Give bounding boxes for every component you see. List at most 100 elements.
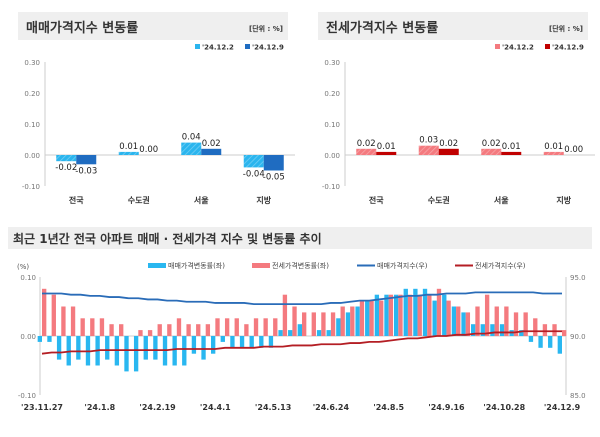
y-tick-label: 0.00 <box>324 152 340 160</box>
bar <box>446 300 451 336</box>
bar <box>340 306 345 336</box>
data-label: 0.01 <box>119 142 138 152</box>
index-line <box>42 291 562 306</box>
bar <box>201 148 222 155</box>
category-label: 전국 <box>69 195 84 205</box>
bar <box>513 312 519 336</box>
bar <box>330 312 336 336</box>
index-line <box>41 330 562 355</box>
unit-label: [단위 : %] <box>249 24 283 33</box>
data-label: 0.00 <box>139 145 158 155</box>
bar <box>321 312 326 336</box>
bar <box>234 318 239 336</box>
bar <box>51 294 56 336</box>
legend-label: 전세가격지수(우) <box>475 261 526 270</box>
y-tick-label: 0.20 <box>24 90 40 98</box>
chart-title: 전세가격지수 변동률 <box>326 20 438 36</box>
bar <box>379 300 384 336</box>
bar <box>205 324 211 336</box>
x-tick-label: '24.9.16 <box>428 403 465 412</box>
y-tick-label: -0.10 <box>22 183 40 191</box>
bar <box>224 318 230 336</box>
bar <box>413 288 418 336</box>
bar-hatch <box>118 151 139 155</box>
bar <box>326 330 331 336</box>
data-label: 0.01 <box>377 142 396 152</box>
y-tick-label: 0.10 <box>324 121 340 129</box>
x-tick-label: '24.1.8 <box>84 403 115 412</box>
bar <box>297 324 302 336</box>
bar <box>138 330 143 336</box>
bar <box>365 300 370 336</box>
bar <box>211 336 216 354</box>
data-label: 0.04 <box>182 133 201 143</box>
bar <box>273 318 278 336</box>
x-tick-label: '24.5.13 <box>255 403 291 412</box>
bar <box>76 155 97 165</box>
legend-label: '24.12.9 <box>552 44 584 52</box>
bar <box>153 336 158 360</box>
data-label: 0.02 <box>357 139 376 149</box>
bar <box>523 312 528 336</box>
bar <box>376 151 397 155</box>
legend-label: '24.12.2 <box>202 44 234 52</box>
bar <box>528 336 534 342</box>
y-tick-label: 0.20 <box>324 90 340 98</box>
bar <box>499 324 505 336</box>
bar <box>37 336 42 342</box>
unit-label: [단위 : %] <box>549 24 583 33</box>
bar <box>490 324 495 336</box>
data-label: -0.03 <box>75 166 97 176</box>
bar <box>417 294 422 336</box>
bar <box>345 312 351 336</box>
bar <box>302 312 307 336</box>
legend-swatch <box>245 44 250 49</box>
bar <box>42 288 47 336</box>
bar <box>422 288 428 336</box>
data-label: -0.05 <box>263 173 285 183</box>
bar <box>456 306 461 336</box>
bar <box>105 336 110 360</box>
category-label: 서울 <box>494 195 509 205</box>
bar <box>369 300 374 336</box>
y2-tick-label: 95.0 <box>570 274 586 282</box>
bar <box>311 312 316 336</box>
category-label: 전국 <box>369 195 384 205</box>
bar <box>350 306 355 336</box>
bar <box>504 306 509 336</box>
bar-hatch <box>56 155 77 162</box>
bar <box>263 155 284 171</box>
bar <box>427 294 432 336</box>
bar <box>398 294 403 336</box>
bar <box>403 288 408 336</box>
bar <box>552 324 557 336</box>
bar <box>47 336 52 342</box>
chart-header <box>8 227 592 249</box>
bar <box>201 336 206 360</box>
bar <box>519 330 524 336</box>
data-label: 0.01 <box>544 142 563 152</box>
bar <box>109 324 114 336</box>
bar <box>119 324 124 336</box>
bar <box>355 306 360 336</box>
bar <box>288 330 293 336</box>
bar <box>438 148 459 155</box>
bar <box>359 300 365 336</box>
bar <box>61 306 66 336</box>
bar-hatch <box>356 148 377 155</box>
bar <box>133 336 139 372</box>
x-tick-label: '24.4.1 <box>200 403 231 412</box>
y-tick-label: 0.00 <box>20 333 36 341</box>
bar <box>172 336 177 366</box>
bar <box>542 324 548 336</box>
bar <box>230 336 235 348</box>
bar <box>278 330 283 336</box>
bar <box>196 324 201 336</box>
y-tick-label: 0.10 <box>20 274 36 282</box>
category-label: 수도권 <box>428 195 450 205</box>
bar <box>249 336 254 348</box>
category-label: 지방 <box>256 195 271 205</box>
y-tick-label: 0.30 <box>324 59 340 67</box>
legend-swatch <box>252 263 270 268</box>
